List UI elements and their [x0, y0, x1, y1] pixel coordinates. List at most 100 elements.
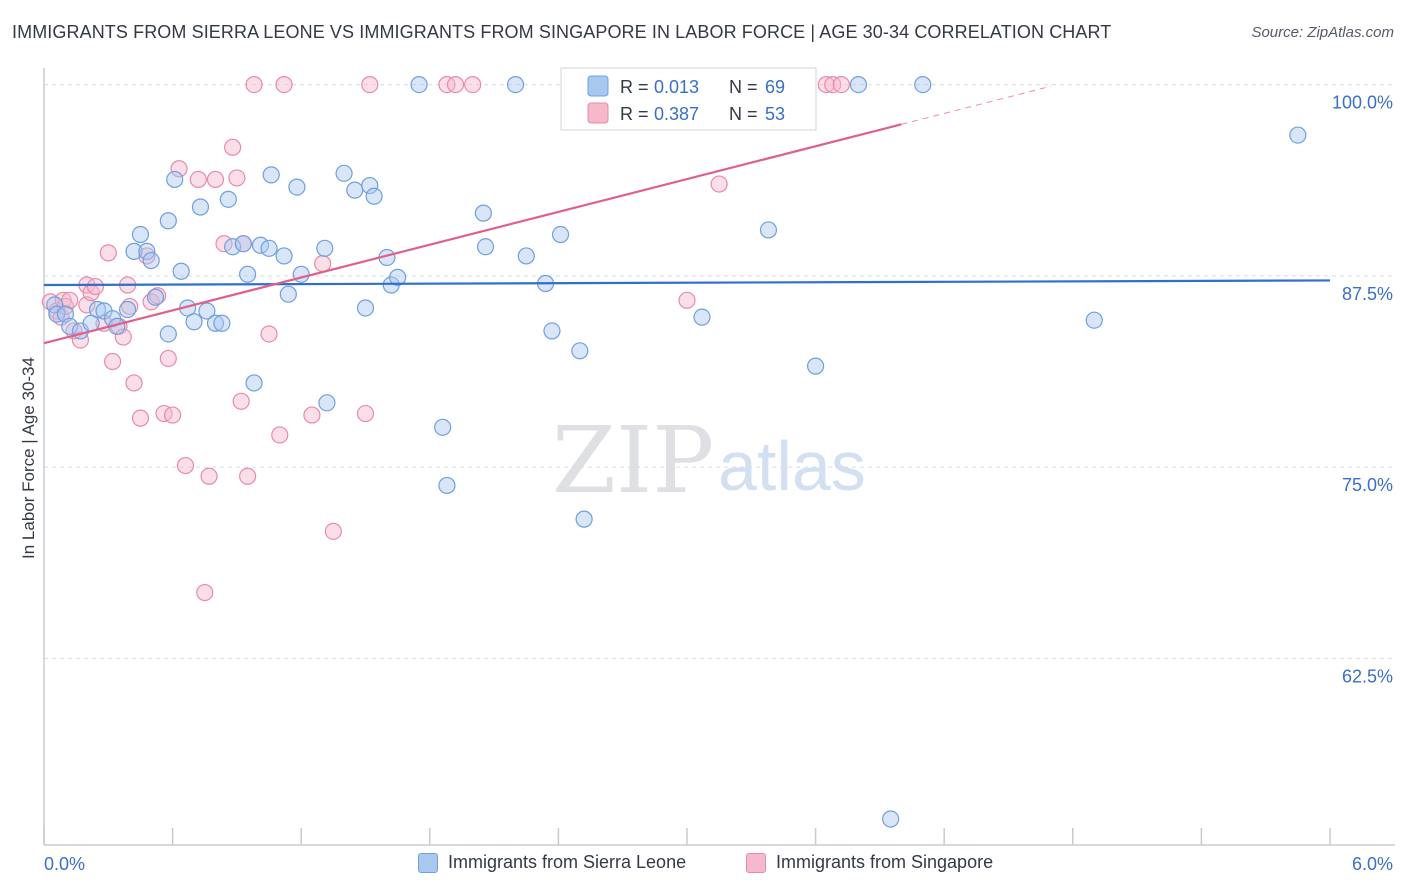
singapore-point: [170, 160, 188, 178]
legend-n-label-2: N =: [729, 104, 758, 124]
sierra-leone-point: [346, 181, 364, 199]
singapore-point: [121, 297, 139, 316]
singapore-point: [260, 325, 278, 343]
sierra-leone-point: [517, 247, 535, 265]
sierra-leone-point: [146, 288, 165, 306]
y-tick-label-3: 100.0%: [1332, 93, 1393, 113]
sierra-leone-point: [159, 325, 177, 343]
singapore-point: [155, 404, 173, 423]
sierra-leone-point: [474, 204, 492, 222]
sierra-leone-point: [213, 314, 231, 332]
series-sierra-leone-points: [46, 75, 1307, 828]
bottom-legend-label-singapore: Immigrants from Singapore: [776, 852, 994, 872]
sierra-leone-point: [118, 300, 137, 319]
trend-line-singapore: [43, 123, 902, 345]
sierra-leone-point: [245, 374, 263, 392]
sierra-leone-point: [476, 238, 495, 256]
sierra-leone-point: [172, 262, 190, 280]
y-tick-label-2: 87.5%: [1342, 284, 1393, 304]
sierra-leone-point: [335, 164, 353, 182]
sierra-leone-point: [88, 300, 107, 319]
legend-r-label-1: R =: [620, 77, 649, 97]
singapore-point: [159, 349, 177, 368]
singapore-point: [271, 426, 289, 444]
singapore-point: [206, 170, 225, 189]
trend-lines: [43, 85, 1331, 345]
legend-r-label-2: R =: [620, 104, 649, 124]
sierra-leone-point: [288, 178, 306, 196]
sierra-leone-point: [438, 476, 456, 495]
sierra-leone-point: [239, 265, 257, 283]
bottom-legend-item-sierra-leone: Immigrants from Sierra Leone: [418, 852, 686, 873]
singapore-point: [245, 75, 263, 94]
sierra-leone-point: [138, 242, 156, 260]
singapore-point: [832, 75, 850, 94]
singapore-point: [303, 406, 321, 424]
sierra-leone-point: [191, 198, 210, 216]
legend-r-value-2: 0.387: [654, 104, 699, 124]
sierra-leone-point: [198, 302, 216, 320]
singapore-point: [232, 392, 250, 410]
legend-swatch-sierra-leone: [587, 75, 609, 97]
watermark-zip: ZIP: [552, 407, 714, 514]
axes: [43, 68, 1395, 846]
singapore-point: [189, 170, 207, 189]
singapore-point: [99, 244, 117, 262]
sierra-leone-point: [1085, 311, 1103, 329]
bottom-legend-swatch-singapore: [746, 852, 766, 873]
sierra-leone-point: [551, 225, 570, 244]
sierra-leone-point: [206, 314, 225, 332]
sierra-leone-point: [806, 357, 825, 375]
legend-n-value-2: 53: [765, 104, 785, 124]
singapore-point: [86, 277, 105, 296]
bottom-legend-item-singapore: Immigrants from Singapore: [746, 852, 993, 873]
singapore-point: [125, 374, 143, 392]
trend-line-singapore-extension: [901, 85, 1052, 125]
watermark-atlas: atlas: [718, 427, 866, 505]
watermark: ZIP atlas: [552, 407, 866, 514]
y-tick-label-1: 75.0%: [1342, 475, 1393, 495]
singapore-point: [464, 75, 482, 94]
y-axis-title: In Labor Force | Age 30-34: [19, 357, 38, 559]
bottom-legend-label-sierra-leone: Immigrants from Sierra Leone: [448, 852, 687, 872]
sierra-leone-point: [142, 251, 160, 270]
x-tick-label-min: 0.0%: [44, 854, 85, 874]
legend-n-value-1: 69: [765, 77, 785, 97]
sierra-leone-point: [389, 268, 407, 286]
sierra-leone-point: [365, 187, 383, 205]
sierra-leone-point: [260, 239, 278, 257]
sierra-leone-point: [759, 221, 778, 239]
sierra-leone-point: [914, 75, 932, 94]
singapore-point: [275, 75, 293, 94]
singapore-point: [71, 331, 90, 349]
x-ticks: [43, 828, 1331, 845]
chart-title: IMMIGRANTS FROM SIERRA LEONE VS IMMIGRAN…: [12, 22, 1112, 42]
sierra-leone-point: [279, 285, 297, 303]
sierra-leone-point: [506, 75, 525, 94]
singapore-point: [224, 138, 242, 156]
singapore-point: [103, 352, 122, 371]
chart-source: Source: ZipAtlas.com: [1251, 24, 1394, 41]
sierra-leone-point: [125, 242, 143, 260]
sierra-leone-point: [361, 176, 379, 195]
sierra-leone-point: [131, 225, 150, 244]
sierra-leone-point: [882, 810, 900, 828]
legend-swatch-singapore: [587, 102, 609, 124]
singapore-point: [710, 175, 728, 193]
legend-r-value-1: 0.013: [654, 77, 699, 97]
sierra-leone-point: [318, 394, 336, 412]
sierra-leone-point: [571, 342, 589, 360]
sierra-leone-point: [224, 238, 242, 256]
legend-n-label-1: N =: [729, 77, 758, 97]
sierra-leone-point: [1289, 126, 1307, 144]
singapore-point: [239, 467, 257, 485]
singapore-point: [176, 456, 195, 475]
bottom-legend-swatch-sierra-leone: [418, 852, 438, 873]
y-tick-label-0: 62.5%: [1342, 666, 1393, 686]
trend-line-sierra-leone: [43, 279, 1331, 287]
series-singapore-points: [41, 75, 850, 602]
sierra-leone-point: [234, 235, 252, 253]
sierra-leone-point: [575, 510, 593, 528]
sierra-leone-point: [849, 75, 868, 94]
